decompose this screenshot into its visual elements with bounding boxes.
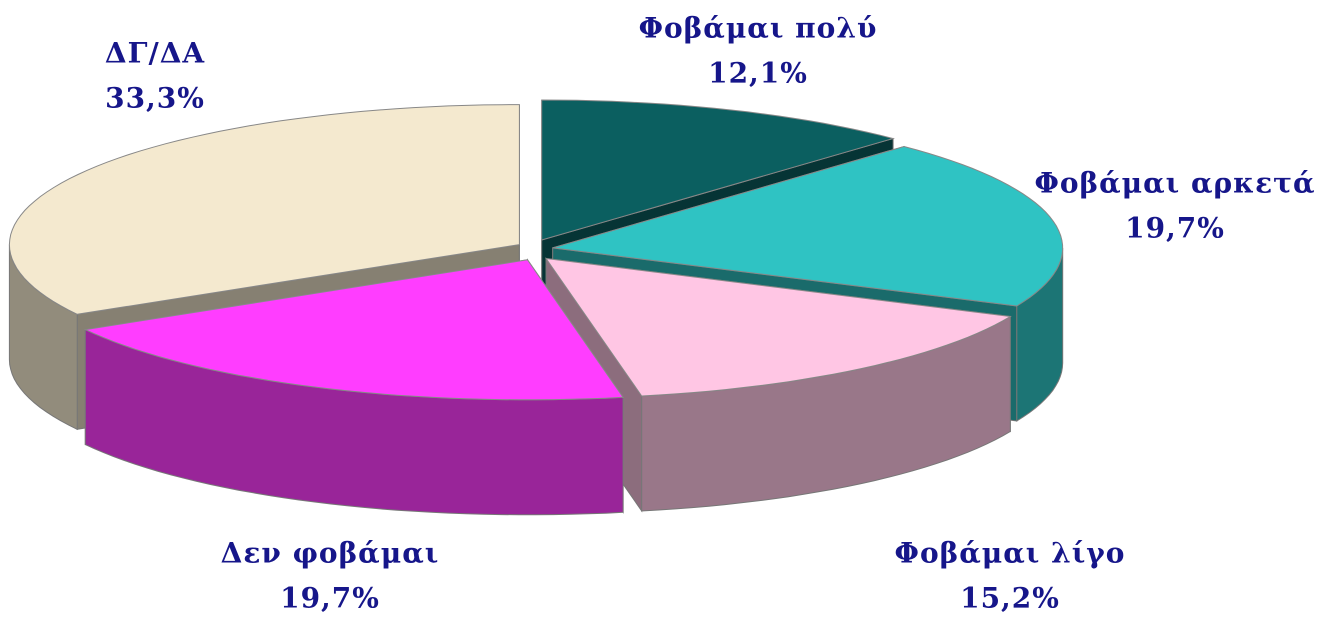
slice (552, 145, 1064, 307)
value-label: 33,3% (105, 82, 205, 115)
value-label: 12,1% (708, 57, 808, 90)
slice-label: Φοβάμαι λίγο (895, 537, 1126, 570)
slice (545, 257, 1012, 397)
value-label: 19,7% (1125, 212, 1225, 245)
slice (541, 99, 896, 241)
slice-label: ΔΓ/ΔΑ (105, 37, 206, 70)
slice (83, 259, 625, 401)
value-label: 15,2% (960, 582, 1060, 615)
slice (8, 104, 520, 315)
slice-label: Δεν φοβάμαι (221, 537, 440, 570)
slice-label: Φοβάμαι πολύ (639, 12, 878, 45)
slice-label: Φοβάμαι αρκετά (1034, 167, 1315, 200)
value-label: 19,7% (280, 582, 380, 615)
